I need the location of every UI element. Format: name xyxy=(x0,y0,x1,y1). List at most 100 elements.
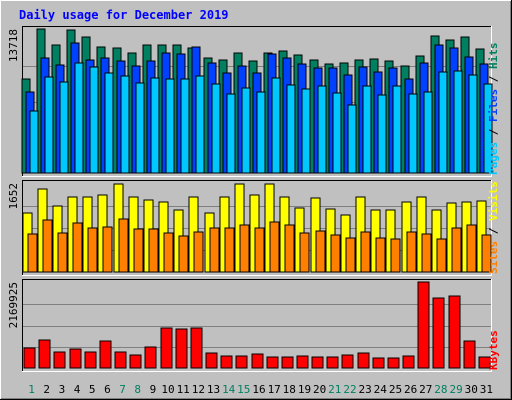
pages-bar-day-22 xyxy=(347,104,357,174)
kbytes-bar-day-28 xyxy=(432,297,445,369)
pages-bar-day-20 xyxy=(317,85,327,174)
series-pages xyxy=(29,62,493,174)
kbytes-bar-day-8 xyxy=(129,354,142,369)
kbytes-bar-day-22 xyxy=(341,354,354,369)
x-tick-label-day-6: 6 xyxy=(104,383,111,396)
kbytes-bar-day-17 xyxy=(266,356,279,369)
pages-bar-day-8 xyxy=(135,82,145,174)
x-tick-label-day-17: 17 xyxy=(268,383,281,396)
x-tick-label-day-5: 5 xyxy=(89,383,96,396)
sites-bar-day-13 xyxy=(209,227,220,273)
legend-item: Visits xyxy=(487,181,500,221)
panel-pages-files-hits: 13718 Pages / Files / Hits xyxy=(7,26,500,177)
kbytes-bar-day-29 xyxy=(448,295,461,369)
legend-sites-visits: Sites / Visits xyxy=(487,181,500,274)
sites-bar-day-23 xyxy=(360,231,371,273)
pages-bar-day-27 xyxy=(423,91,433,174)
x-tick-label-day-28: 28 xyxy=(434,383,447,396)
pages-bar-day-28 xyxy=(438,71,448,174)
pages-bar-day-25 xyxy=(392,85,402,174)
series-kbytes xyxy=(23,281,491,369)
x-tick-label-day-9: 9 xyxy=(150,383,157,396)
x-tick-label-day-4: 4 xyxy=(74,383,81,396)
pages-bar-day-17 xyxy=(271,77,281,174)
pages-bar-day-21 xyxy=(332,92,342,174)
x-tick-label-day-19: 19 xyxy=(298,383,311,396)
pages-bar-day-2 xyxy=(44,76,54,174)
pages-bar-day-3 xyxy=(59,81,69,174)
pages-bar-day-10 xyxy=(165,78,175,174)
x-tick-label-day-29: 29 xyxy=(449,383,462,396)
legend-item: Sites xyxy=(487,241,500,274)
legend-item: / xyxy=(487,69,500,89)
pages-bar-day-7 xyxy=(120,75,130,174)
max-value-label: 1652 xyxy=(7,183,20,210)
kbytes-bar-day-4 xyxy=(69,348,82,369)
x-tick-label-day-11: 11 xyxy=(177,383,190,396)
sites-bar-day-1 xyxy=(27,233,38,273)
kbytes-bar-day-27 xyxy=(417,281,430,369)
kbytes-bar-day-6 xyxy=(99,340,112,369)
kbytes-bar-day-9 xyxy=(144,346,157,369)
kbytes-bar-day-24 xyxy=(372,357,385,369)
x-tick-label-day-23: 23 xyxy=(358,383,371,396)
sites-bar-day-30 xyxy=(466,224,477,273)
x-tick-label-day-10: 10 xyxy=(161,383,174,396)
sites-bar-day-10 xyxy=(163,232,174,273)
sites-bar-day-4 xyxy=(72,222,83,273)
legend-pages-files-hits: Pages / Files / Hits xyxy=(487,43,500,176)
pages-bar-day-12 xyxy=(195,75,205,174)
sites-bar-day-29 xyxy=(451,227,462,273)
sites-bar-day-31 xyxy=(481,234,492,273)
sites-bar-day-2 xyxy=(42,219,53,273)
kbytes-bar-day-5 xyxy=(84,351,97,369)
x-tick-label-day-8: 8 xyxy=(134,383,141,396)
sites-bar-day-27 xyxy=(421,233,432,273)
x-tick-label-day-22: 22 xyxy=(343,383,356,396)
kbytes-bar-day-21 xyxy=(326,356,339,369)
sites-bar-day-20 xyxy=(315,230,326,273)
x-tick-label-day-15: 15 xyxy=(237,383,250,396)
pages-bar-day-16 xyxy=(256,91,266,174)
panel-sites-visits: 1652 Sites / Visits xyxy=(7,180,500,276)
pages-bar-day-13 xyxy=(211,83,221,174)
x-tick-label-day-14: 14 xyxy=(222,383,236,396)
pages-bar-day-4 xyxy=(74,62,84,174)
kbytes-bar-day-23 xyxy=(357,352,370,369)
kbytes-bar-day-25 xyxy=(387,357,400,369)
sites-bar-day-19 xyxy=(299,232,310,273)
kbytes-bar-day-18 xyxy=(281,356,294,369)
kbytes-bar-day-12 xyxy=(190,327,203,369)
sites-bar-day-15 xyxy=(239,224,250,273)
legend-item: / xyxy=(487,221,500,241)
chart-title: Daily usage for December 2019 xyxy=(19,8,229,22)
sites-bar-day-26 xyxy=(406,231,417,273)
kbytes-bar-day-10 xyxy=(160,327,173,369)
kbytes-bar-day-16 xyxy=(251,353,264,369)
pages-bar-day-24 xyxy=(377,94,387,174)
sites-bar-day-11 xyxy=(178,235,189,273)
x-tick-label-day-18: 18 xyxy=(283,383,296,396)
kbytes-bar-day-31 xyxy=(478,356,491,369)
x-tick-label-day-20: 20 xyxy=(313,383,326,396)
sites-bar-day-28 xyxy=(436,238,447,273)
legend-kbytes: KBytes xyxy=(487,330,500,370)
pages-bar-day-18 xyxy=(286,84,296,174)
pages-bar-day-9 xyxy=(150,77,160,174)
x-tick-label-day-7: 7 xyxy=(119,383,126,396)
pages-bar-day-1 xyxy=(29,110,39,174)
x-tick-label-day-13: 13 xyxy=(207,383,220,396)
pages-bar-day-23 xyxy=(362,85,372,174)
kbytes-bar-day-14 xyxy=(220,355,233,369)
kbytes-bar-day-1 xyxy=(23,347,36,369)
sites-bar-day-5 xyxy=(87,227,98,273)
sites-bar-day-14 xyxy=(224,227,235,273)
sites-bar-day-7 xyxy=(118,218,129,273)
kbytes-bar-day-11 xyxy=(175,328,188,369)
pages-bar-day-29 xyxy=(453,70,463,174)
sites-bar-day-9 xyxy=(148,228,159,273)
x-tick-label-day-25: 25 xyxy=(389,383,402,396)
sites-bar-day-22 xyxy=(345,237,356,273)
x-tick-label-day-27: 27 xyxy=(419,383,432,396)
